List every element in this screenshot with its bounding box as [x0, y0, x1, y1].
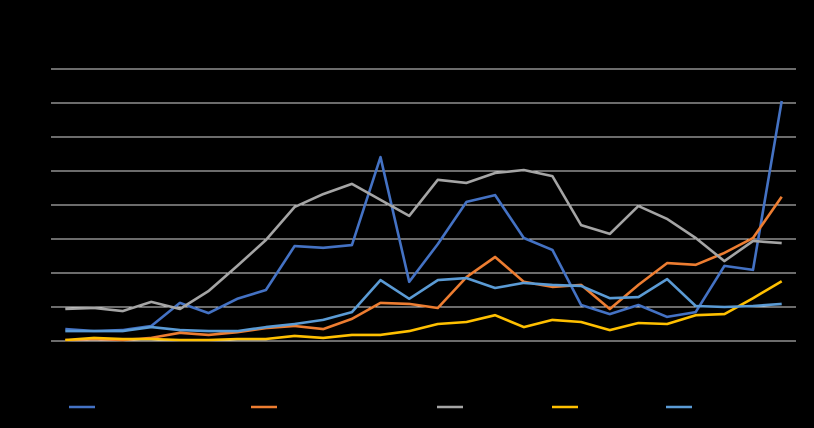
series-line — [65, 196, 783, 342]
series-line — [65, 276, 782, 333]
series-line — [65, 168, 782, 313]
series-line — [65, 280, 783, 342]
